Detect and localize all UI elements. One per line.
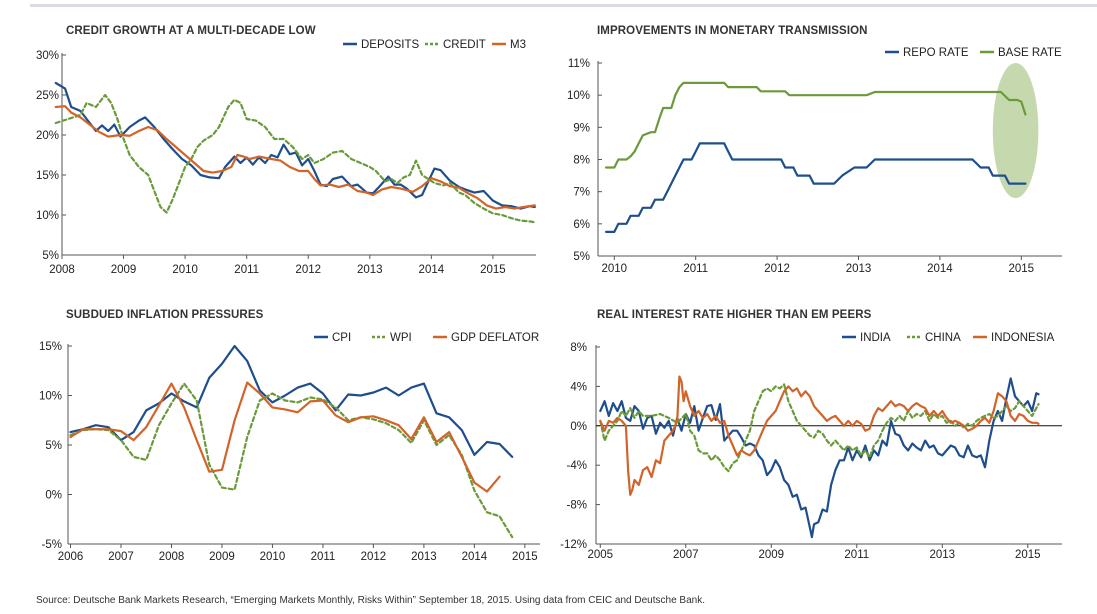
chart4-legend-label: CHINA xyxy=(925,332,961,344)
chart2-ytick-label: 6% xyxy=(573,219,590,231)
chart4-ytick-label: 4% xyxy=(570,381,587,393)
chart2-xtick-label: 2013 xyxy=(846,263,872,275)
chart4-title: REAL INTEREST RATE HIGHER THAN EM PEERS xyxy=(597,309,872,321)
chart3-xtick-label: 2010 xyxy=(260,551,286,563)
chart3-legend-label: CPI xyxy=(332,332,351,344)
chart1-title: CREDIT GROWTH AT A MULTI-DECADE LOW xyxy=(66,25,316,37)
chart1-legend-label: DEPOSITS xyxy=(361,39,419,51)
chart3-xtick-label: 2015 xyxy=(512,551,538,563)
chart1-ytick-label: 20% xyxy=(36,130,59,142)
chart2-ytick-label: 11% xyxy=(568,58,590,70)
source-note: Source: Deutsche Bank Markets Research, … xyxy=(36,595,705,606)
chart2-xtick-label: 2010 xyxy=(601,263,627,275)
chart1-ytick-label: 10% xyxy=(36,210,59,222)
chart1-ytick-label: 30% xyxy=(36,50,59,62)
top-rule xyxy=(30,4,1097,7)
chart2-ytick-label: 7% xyxy=(573,187,590,199)
chart1-ytick-label: 5% xyxy=(42,250,59,262)
chart2-ytick-label: 8% xyxy=(573,155,590,167)
chart2-ytick-label: 9% xyxy=(573,122,590,134)
chart1-xtick-label: 2010 xyxy=(172,264,198,276)
chart4-xtick-label: 2009 xyxy=(758,549,784,561)
chart1-xtick-label: 2008 xyxy=(49,264,75,276)
chart3-ytick-label: 10% xyxy=(39,391,62,403)
chart4-ytick-label: -8% xyxy=(567,500,587,512)
chart1-xtick-label: 2015 xyxy=(480,264,506,276)
chart1-series-credit xyxy=(54,93,536,224)
chart4-xtick-label: 2013 xyxy=(929,549,955,561)
chart2-xtick-label: 2011 xyxy=(683,263,708,275)
chart2-title: IMPROVEMENTS IN MONETARY TRANSMISSION xyxy=(597,25,868,37)
chart2-highlight-ellipse xyxy=(992,63,1039,199)
chart3-series-cpi xyxy=(69,344,514,458)
chart3-ytick-label: 5% xyxy=(45,440,62,452)
chart4-ytick-label: 0% xyxy=(570,421,587,433)
chart3-ytick-label: -5% xyxy=(42,539,62,551)
chart1-series-m3 xyxy=(54,105,536,210)
chart3-xtick-label: 2006 xyxy=(58,551,84,563)
chart2-legend-label: REPO RATE xyxy=(903,47,969,59)
chart3-legend-label: GDP DEFLATOR xyxy=(451,332,539,344)
chart3-series-wpi xyxy=(69,382,514,539)
chart1-ytick-label: 15% xyxy=(36,170,59,182)
chart3-xtick-label: 2009 xyxy=(209,551,235,563)
chart4-xtick-label: 2011 xyxy=(844,549,869,561)
chart3-ytick-label: 15% xyxy=(39,341,62,353)
chart4-series-indonesia xyxy=(599,375,1040,496)
chart1-xtick-label: 2009 xyxy=(111,264,137,276)
chart4-legend-label: INDIA xyxy=(860,332,891,344)
chart3-series-gdp-deflator xyxy=(69,381,501,493)
chart2-ytick-label: 5% xyxy=(573,251,590,263)
chart3-xtick-label: 2008 xyxy=(159,551,185,563)
chart4-ytick-label: -12% xyxy=(560,539,587,551)
chart1-xtick-label: 2011 xyxy=(234,264,259,276)
chart4-legend-label: INDONESIA xyxy=(991,332,1055,344)
chart2-ytick-label: 10% xyxy=(567,90,590,102)
chart1-xtick-label: 2013 xyxy=(357,264,383,276)
chart3-xtick-label: 2013 xyxy=(411,551,437,563)
chart3-ytick-label: 0% xyxy=(45,490,62,502)
chart1-legend-label: M3 xyxy=(510,39,526,51)
chart2-legend-label: BASE RATE xyxy=(998,47,1062,59)
chart4-ytick-label: 8% xyxy=(570,342,587,354)
chart4-xtick-label: 2007 xyxy=(673,549,699,561)
chart4-series-india xyxy=(599,377,1040,539)
chart4-xtick-label: 2005 xyxy=(587,549,613,561)
chart4-series-china xyxy=(599,383,1040,473)
chart3-xtick-label: 2012 xyxy=(361,551,387,563)
chart4-ytick-label: -4% xyxy=(567,460,587,472)
chart2-xtick-label: 2012 xyxy=(764,263,790,275)
chart3-title: SUBDUED INFLATION PRESSURES xyxy=(66,309,264,321)
chart4-xtick-label: 2015 xyxy=(1015,549,1041,561)
chart2-xtick-label: 2014 xyxy=(927,263,953,275)
chart1-xtick-label: 2012 xyxy=(295,264,321,276)
chart3-xtick-label: 2007 xyxy=(108,551,134,563)
chart2-xtick-label: 2015 xyxy=(1009,263,1035,275)
chart1-legend-label: CREDIT xyxy=(443,39,486,51)
chart3-legend-label: WPI xyxy=(390,332,412,344)
chart2-series-base-rate xyxy=(604,81,1027,169)
chart3-xtick-label: 2014 xyxy=(462,551,488,563)
chart1-ytick-label: 25% xyxy=(36,90,59,102)
chart1-xtick-label: 2014 xyxy=(419,264,445,276)
chart3-xtick-label: 2011 xyxy=(311,551,336,563)
chart2-series-repo-rate xyxy=(604,142,1027,233)
